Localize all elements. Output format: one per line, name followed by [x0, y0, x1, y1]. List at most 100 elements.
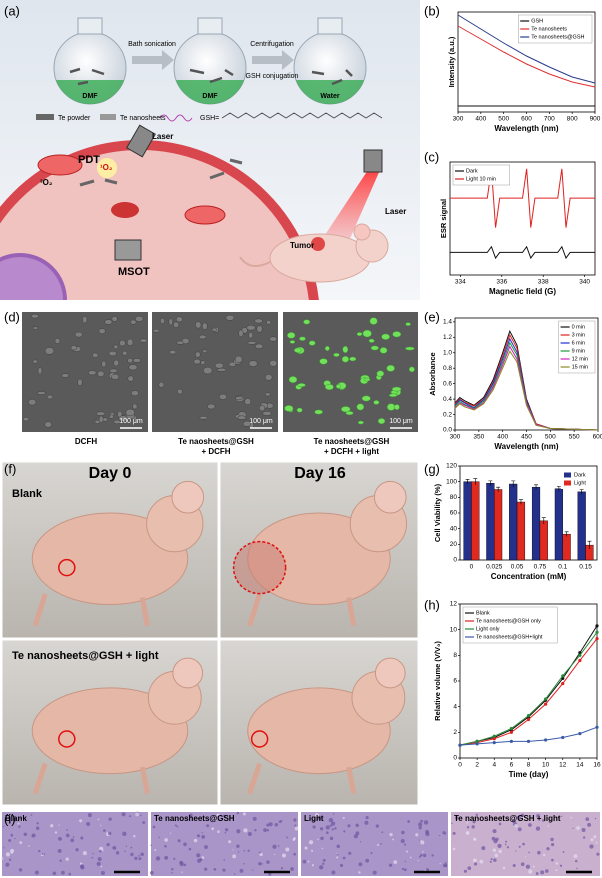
panel-label: (a)	[4, 3, 20, 18]
y-tick-label: 0.0	[443, 427, 452, 434]
y-tick-label: 6	[453, 678, 457, 685]
cell-shape	[256, 325, 263, 333]
cell-shape	[37, 367, 43, 375]
cell-shape	[342, 345, 349, 353]
texture	[164, 845, 167, 848]
x-axis-label: Wavelength (nm)	[494, 442, 558, 451]
texture	[164, 855, 169, 860]
bar	[494, 489, 503, 561]
cell-shape	[376, 370, 385, 377]
cell-shape	[362, 329, 372, 338]
texture	[293, 818, 297, 822]
cell-shape	[168, 318, 174, 326]
texture	[196, 853, 201, 858]
series-line	[450, 245, 595, 260]
cell-shape	[130, 319, 137, 325]
texture	[103, 829, 106, 832]
cell-shape	[113, 419, 121, 425]
texture	[389, 833, 393, 837]
texture	[50, 824, 54, 828]
texture	[18, 825, 21, 828]
texture	[355, 823, 359, 828]
texture	[179, 860, 183, 865]
texture	[418, 855, 421, 858]
cell-shape	[31, 313, 39, 319]
texture	[546, 847, 550, 851]
legend-box	[558, 320, 596, 374]
texture	[232, 854, 237, 859]
texture	[223, 815, 225, 818]
texture	[452, 831, 456, 835]
texture	[106, 842, 110, 847]
texture	[452, 847, 456, 851]
data-point	[544, 702, 548, 706]
y-tick-label: 0	[453, 755, 457, 762]
cell-shape	[324, 345, 330, 351]
legend-label: 15 min	[572, 364, 589, 370]
cell-shape	[101, 360, 107, 368]
texture	[2, 825, 4, 828]
schematic-label: Tumor	[290, 241, 314, 250]
texture	[242, 812, 246, 816]
data-point	[578, 658, 582, 663]
texture	[312, 825, 316, 829]
x-tick-label: 600	[521, 116, 532, 123]
texture	[314, 813, 319, 818]
texture	[155, 856, 161, 861]
texture	[576, 826, 581, 831]
texture	[87, 813, 92, 818]
group-label: Te nanosheets@GSH + light	[454, 814, 561, 823]
texture	[140, 814, 142, 817]
cell-shape	[244, 398, 252, 406]
cell-shape	[36, 391, 46, 395]
texture	[590, 838, 594, 842]
data-point	[492, 741, 496, 745]
texture	[31, 833, 36, 838]
data-point	[578, 732, 582, 736]
texture	[171, 868, 174, 871]
cell-shape	[104, 319, 113, 325]
cell-shape	[345, 411, 354, 416]
texture	[570, 816, 573, 819]
data-point	[578, 653, 582, 657]
texture	[79, 864, 85, 869]
cell-shape	[247, 340, 257, 345]
texture	[561, 815, 563, 817]
texture	[41, 853, 44, 856]
texture	[544, 869, 549, 873]
texture	[587, 822, 592, 827]
texture	[465, 831, 470, 835]
scale-bar-label: 100 μm	[119, 418, 143, 425]
texture	[171, 872, 173, 874]
y-tick-label: 80	[450, 494, 458, 501]
texture	[122, 831, 127, 837]
texture	[445, 864, 447, 867]
x-tick-label: 500	[498, 116, 509, 123]
y-tick-label: 8	[453, 652, 457, 659]
texture	[173, 857, 176, 860]
cell-shape	[299, 336, 306, 341]
cell-shape	[370, 345, 379, 351]
y-axis-label: ESR signal	[439, 199, 448, 238]
x-tick-label: 334	[455, 279, 466, 286]
texture	[506, 846, 510, 849]
texture	[551, 858, 554, 862]
bar	[562, 533, 571, 561]
legend-label: Te nanosheets@GSH	[531, 34, 584, 40]
cell-shape	[368, 338, 375, 343]
legend-label: Light only	[476, 626, 500, 632]
texture	[494, 817, 496, 820]
cell-shape	[287, 332, 296, 339]
texture	[204, 845, 208, 849]
cell-shape	[284, 405, 294, 412]
legend-label: 9 min	[572, 348, 585, 354]
cell-shape	[193, 358, 201, 365]
texture	[329, 836, 334, 841]
cell-shape	[98, 415, 104, 423]
bar	[471, 481, 480, 561]
cell-shape	[108, 350, 117, 357]
texture	[140, 852, 144, 857]
texture	[258, 861, 262, 866]
cell-shape	[111, 316, 118, 322]
texture	[419, 839, 421, 841]
